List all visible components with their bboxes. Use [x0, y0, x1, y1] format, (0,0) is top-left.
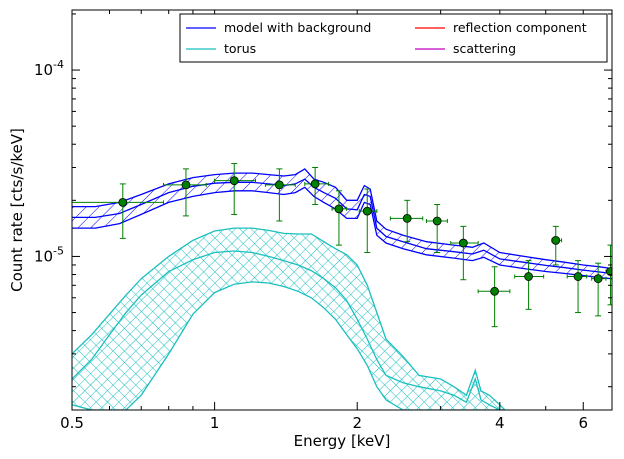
legend-label-torus: torus — [224, 41, 256, 56]
data-point-marker — [551, 235, 561, 245]
model-lower-line — [72, 186, 612, 280]
y-tick-label: 10-4 — [34, 58, 64, 79]
data-point-marker — [524, 272, 533, 281]
plot-frame — [71, 9, 613, 411]
data-point-13 — [566, 260, 588, 314]
data-point-5 — [331, 190, 348, 246]
torus-inner-line — [72, 250, 505, 410]
model-layer — [72, 168, 612, 280]
legend-label-scattering: scattering — [453, 41, 516, 56]
data-point-marker — [229, 176, 239, 186]
data-point-2 — [214, 163, 257, 215]
data-point-14 — [591, 262, 607, 317]
torus-layer — [72, 227, 506, 410]
x-axis-label: Energy [keV] — [294, 432, 391, 450]
data-point-marker — [593, 274, 603, 284]
torus-lower-line — [72, 281, 505, 410]
model-band-fill — [72, 168, 612, 279]
data-point-marker — [362, 206, 372, 216]
data-point-8 — [425, 203, 448, 253]
x-tick-label: 6 — [578, 414, 588, 432]
data-point-marker — [490, 286, 500, 296]
data-point-9 — [450, 225, 479, 281]
x-tick-label: 2 — [352, 414, 362, 432]
data-point-marker — [118, 197, 128, 207]
data-point-marker — [310, 179, 320, 189]
legend-label-reflection: reflection component — [453, 20, 587, 35]
data-point-10 — [477, 266, 511, 328]
data-point-11 — [514, 260, 545, 310]
data-point-1 — [162, 168, 207, 217]
model-upper-line — [72, 168, 612, 270]
data-point-3 — [264, 168, 296, 222]
x-tick-label: 4 — [495, 414, 505, 432]
data-point-marker — [573, 272, 583, 281]
data-point-marker — [458, 238, 468, 248]
legend-box — [179, 13, 608, 63]
data-point-marker — [274, 180, 284, 190]
data-point-12 — [551, 225, 563, 266]
data-point-marker — [334, 204, 344, 214]
data-point-marker — [181, 180, 191, 190]
data-point-7 — [389, 199, 424, 243]
data-point-6 — [358, 188, 378, 253]
data-point-4 — [304, 167, 330, 205]
y-axis-label: Count rate [cts/s/keV] — [8, 128, 26, 292]
data-point-marker — [402, 213, 412, 223]
legend-label-model: model with background — [224, 20, 371, 35]
x-tick-label: 1 — [210, 414, 220, 432]
y-tick-label: 10-5 — [34, 244, 64, 265]
data-point-marker — [432, 216, 442, 226]
data-point-marker — [606, 267, 612, 276]
y-axis-ticks: 10-5 10-4 — [34, 13, 612, 388]
data-point-0 — [72, 183, 164, 239]
plot-area — [72, 163, 612, 410]
x-tick-label: 0.5 — [60, 414, 84, 432]
torus-upper-line — [72, 227, 506, 410]
torus-band-fill — [72, 228, 505, 410]
legend: model with background reflection compone… — [179, 13, 608, 63]
